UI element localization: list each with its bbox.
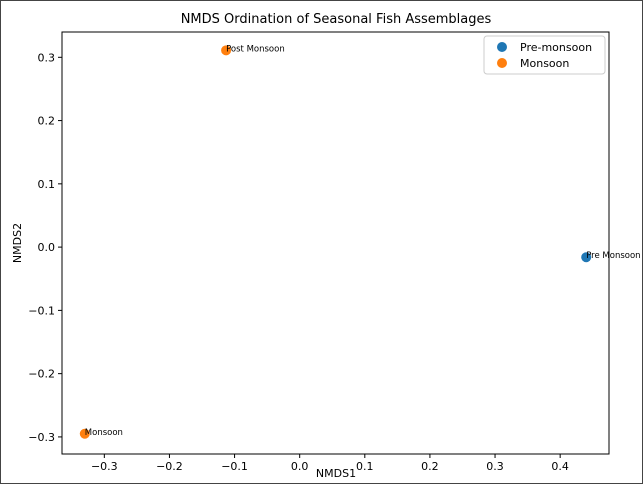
legend-label-monsoon: Monsoon bbox=[520, 57, 569, 70]
y-axis: −0.3 −0.2 −0.1 0.0 0.1 0.2 0.3 bbox=[28, 51, 62, 444]
x-tick-label: 0.4 bbox=[551, 460, 569, 473]
legend: Pre-monsoon Monsoon bbox=[483, 35, 606, 75]
data-point bbox=[79, 428, 90, 439]
y-tick-label: 0.1 bbox=[38, 178, 56, 191]
y-tick-label: 0.2 bbox=[38, 115, 56, 128]
y-axis-title: NMDS2 bbox=[11, 223, 24, 263]
data-point bbox=[221, 45, 232, 56]
point-label: Pre Monsoon bbox=[586, 251, 640, 261]
x-tick-label: 0.3 bbox=[486, 460, 504, 473]
data-points: Pre Monsoon Post Monsoon Monsoon bbox=[79, 44, 641, 439]
legend-marker-monsoon bbox=[497, 58, 507, 68]
x-tick-label: 0.2 bbox=[421, 460, 439, 473]
x-tick-label: −0.3 bbox=[91, 460, 118, 473]
y-tick-label: −0.1 bbox=[28, 304, 55, 317]
plot-area bbox=[61, 31, 610, 455]
x-axis: −0.3 −0.2 −0.1 0.0 0.1 0.2 0.3 0.4 bbox=[91, 454, 569, 473]
y-tick-label: −0.3 bbox=[28, 431, 55, 444]
x-axis-title: NMDS1 bbox=[316, 467, 356, 480]
x-tick-label: −0.1 bbox=[221, 460, 248, 473]
y-tick-label: 0.0 bbox=[38, 241, 56, 254]
legend-box bbox=[483, 35, 606, 75]
point-label: Monsoon bbox=[85, 428, 123, 438]
legend-label-pre-monsoon: Pre-monsoon bbox=[520, 41, 592, 54]
x-tick-label: −0.2 bbox=[156, 460, 183, 473]
point-label: Post Monsoon bbox=[226, 44, 285, 54]
x-tick-label: 0.0 bbox=[291, 460, 309, 473]
y-tick-label: −0.2 bbox=[28, 368, 55, 381]
x-tick-label: 0.1 bbox=[356, 460, 374, 473]
data-point bbox=[581, 252, 592, 263]
chart-title: NMDS Ordination of Seasonal Fish Assembl… bbox=[181, 12, 492, 27]
y-tick-label: 0.3 bbox=[38, 51, 56, 64]
legend-marker-pre-monsoon bbox=[497, 42, 507, 52]
